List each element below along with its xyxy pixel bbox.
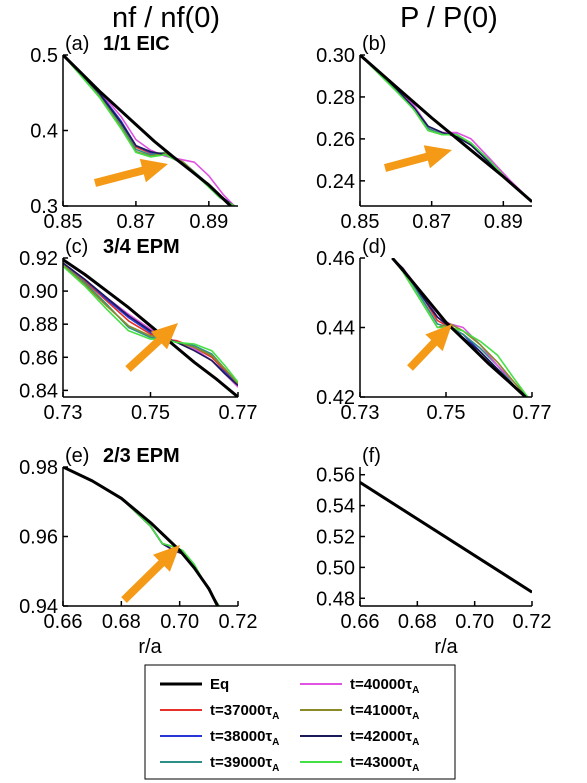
- panel-title: 1/1 EIC: [103, 33, 170, 55]
- x-tick-label: 0.66: [341, 611, 380, 633]
- x-tick-label: 0.89: [484, 211, 523, 233]
- panel-label: (b): [362, 33, 386, 55]
- annotation-arrow: [121, 545, 180, 603]
- y-tick-label: 0.28: [316, 87, 355, 109]
- series-line-Eq: [360, 482, 532, 592]
- x-tick-label: 0.68: [102, 611, 141, 633]
- y-tick-label: 0.96: [19, 527, 58, 549]
- series-group: [360, 482, 532, 592]
- x-axis-label-right: r/a: [434, 636, 458, 658]
- panel-title: 3/4 EPM: [103, 236, 180, 258]
- y-tick-label: 0.92: [19, 248, 58, 270]
- y-tick-label: 0.90: [19, 281, 58, 303]
- y-tick-label: 0.54: [316, 496, 355, 518]
- series-group: [63, 55, 234, 206]
- x-tick-label: 0.68: [398, 611, 437, 633]
- y-tick-label: 0.88: [19, 314, 58, 336]
- series-line-t37000: [63, 263, 238, 384]
- x-tick-label: 0.89: [189, 211, 228, 233]
- legend: Eqt=37000τAt=38000τAt=39000τAt=40000τAt=…: [145, 665, 455, 779]
- y-tick-label: 0.30: [316, 45, 355, 67]
- panel-title: 2/3 EPM: [103, 445, 180, 467]
- y-tick-label: 0.98: [19, 457, 58, 479]
- y-tick-label: 0.26: [316, 129, 355, 151]
- y-tick-label: 0.56: [316, 465, 355, 487]
- panel-label: (c): [65, 236, 88, 258]
- y-tick-label: 0.4: [30, 121, 58, 143]
- x-tick-label: 0.73: [341, 402, 380, 424]
- panel-c: 0.84 0.86 0.88 0.90 0.92 0.73 0.75 0.77 (c) 3/4 E…: [19, 236, 257, 424]
- annotation-arrow: [407, 324, 452, 371]
- series-group: [360, 55, 532, 202]
- series-line-t40000: [392, 258, 527, 397]
- annotation-arrow: [94, 159, 168, 187]
- x-tick-label: 0.66: [44, 611, 83, 633]
- y-tick-label: 0.86: [19, 347, 58, 369]
- x-tick-label: 0.72: [513, 611, 552, 633]
- annotation-arrow: [384, 145, 452, 172]
- x-axis-label-left: r/a: [138, 636, 162, 658]
- panel-d: 0.420.440.460.73 0.75 0.77(d): [316, 236, 551, 424]
- y-tick-label: 0.52: [316, 527, 355, 549]
- x-tick-label: 0.72: [219, 611, 258, 633]
- series-group: [392, 258, 527, 397]
- x-tick-label: 0.73: [44, 402, 83, 424]
- panel-e: 0.940.960.980.66 0.68 0.70 0.72(e) 2/3 EPM: [19, 445, 257, 633]
- y-tick-label: 0.84: [19, 380, 58, 402]
- x-tick-label: 0.85: [341, 211, 380, 233]
- series-group: [63, 260, 238, 397]
- x-tick-label: 0.70: [160, 611, 199, 633]
- panel-a: 0.30.40.50.85 0.87 0.89(a) 1/1 EIC: [30, 33, 238, 233]
- x-tick-label: 0.77: [513, 402, 552, 424]
- x-tick-label: 0.70: [455, 611, 494, 633]
- x-tick-label: 0.75: [131, 402, 170, 424]
- y-tick-label: 0.48: [316, 588, 355, 610]
- x-tick-label: 0.87: [116, 211, 155, 233]
- series-line-Eq: [360, 55, 532, 202]
- panel-label: (a): [65, 33, 89, 55]
- legend-label-Eq: Eq: [210, 676, 229, 693]
- x-tick-label: 0.77: [219, 402, 258, 424]
- panel-f: 0.48 0.50 0.52 0.54 0.56 0.66 0.68 0.70 0.72 (f): [316, 445, 551, 633]
- series-line-Eq: [63, 55, 231, 206]
- panel-label: (d): [362, 236, 386, 258]
- y-tick-label: 0.24: [316, 171, 355, 193]
- panel-label: (e): [65, 445, 89, 467]
- x-tick-label: 0.85: [44, 211, 83, 233]
- panel-label: (f): [362, 445, 381, 467]
- panel-b: 0.24 0.26 0.28 0.30 0.85 0.87 0.89 (b): [316, 33, 532, 233]
- x-tick-label: 0.87: [412, 211, 451, 233]
- y-tick-label: 0.46: [316, 248, 355, 270]
- y-tick-label: 0.44: [316, 318, 355, 340]
- y-tick-label: 0.50: [316, 557, 355, 579]
- y-tick-label: 0.5: [30, 45, 58, 67]
- x-tick-label: 0.75: [427, 402, 466, 424]
